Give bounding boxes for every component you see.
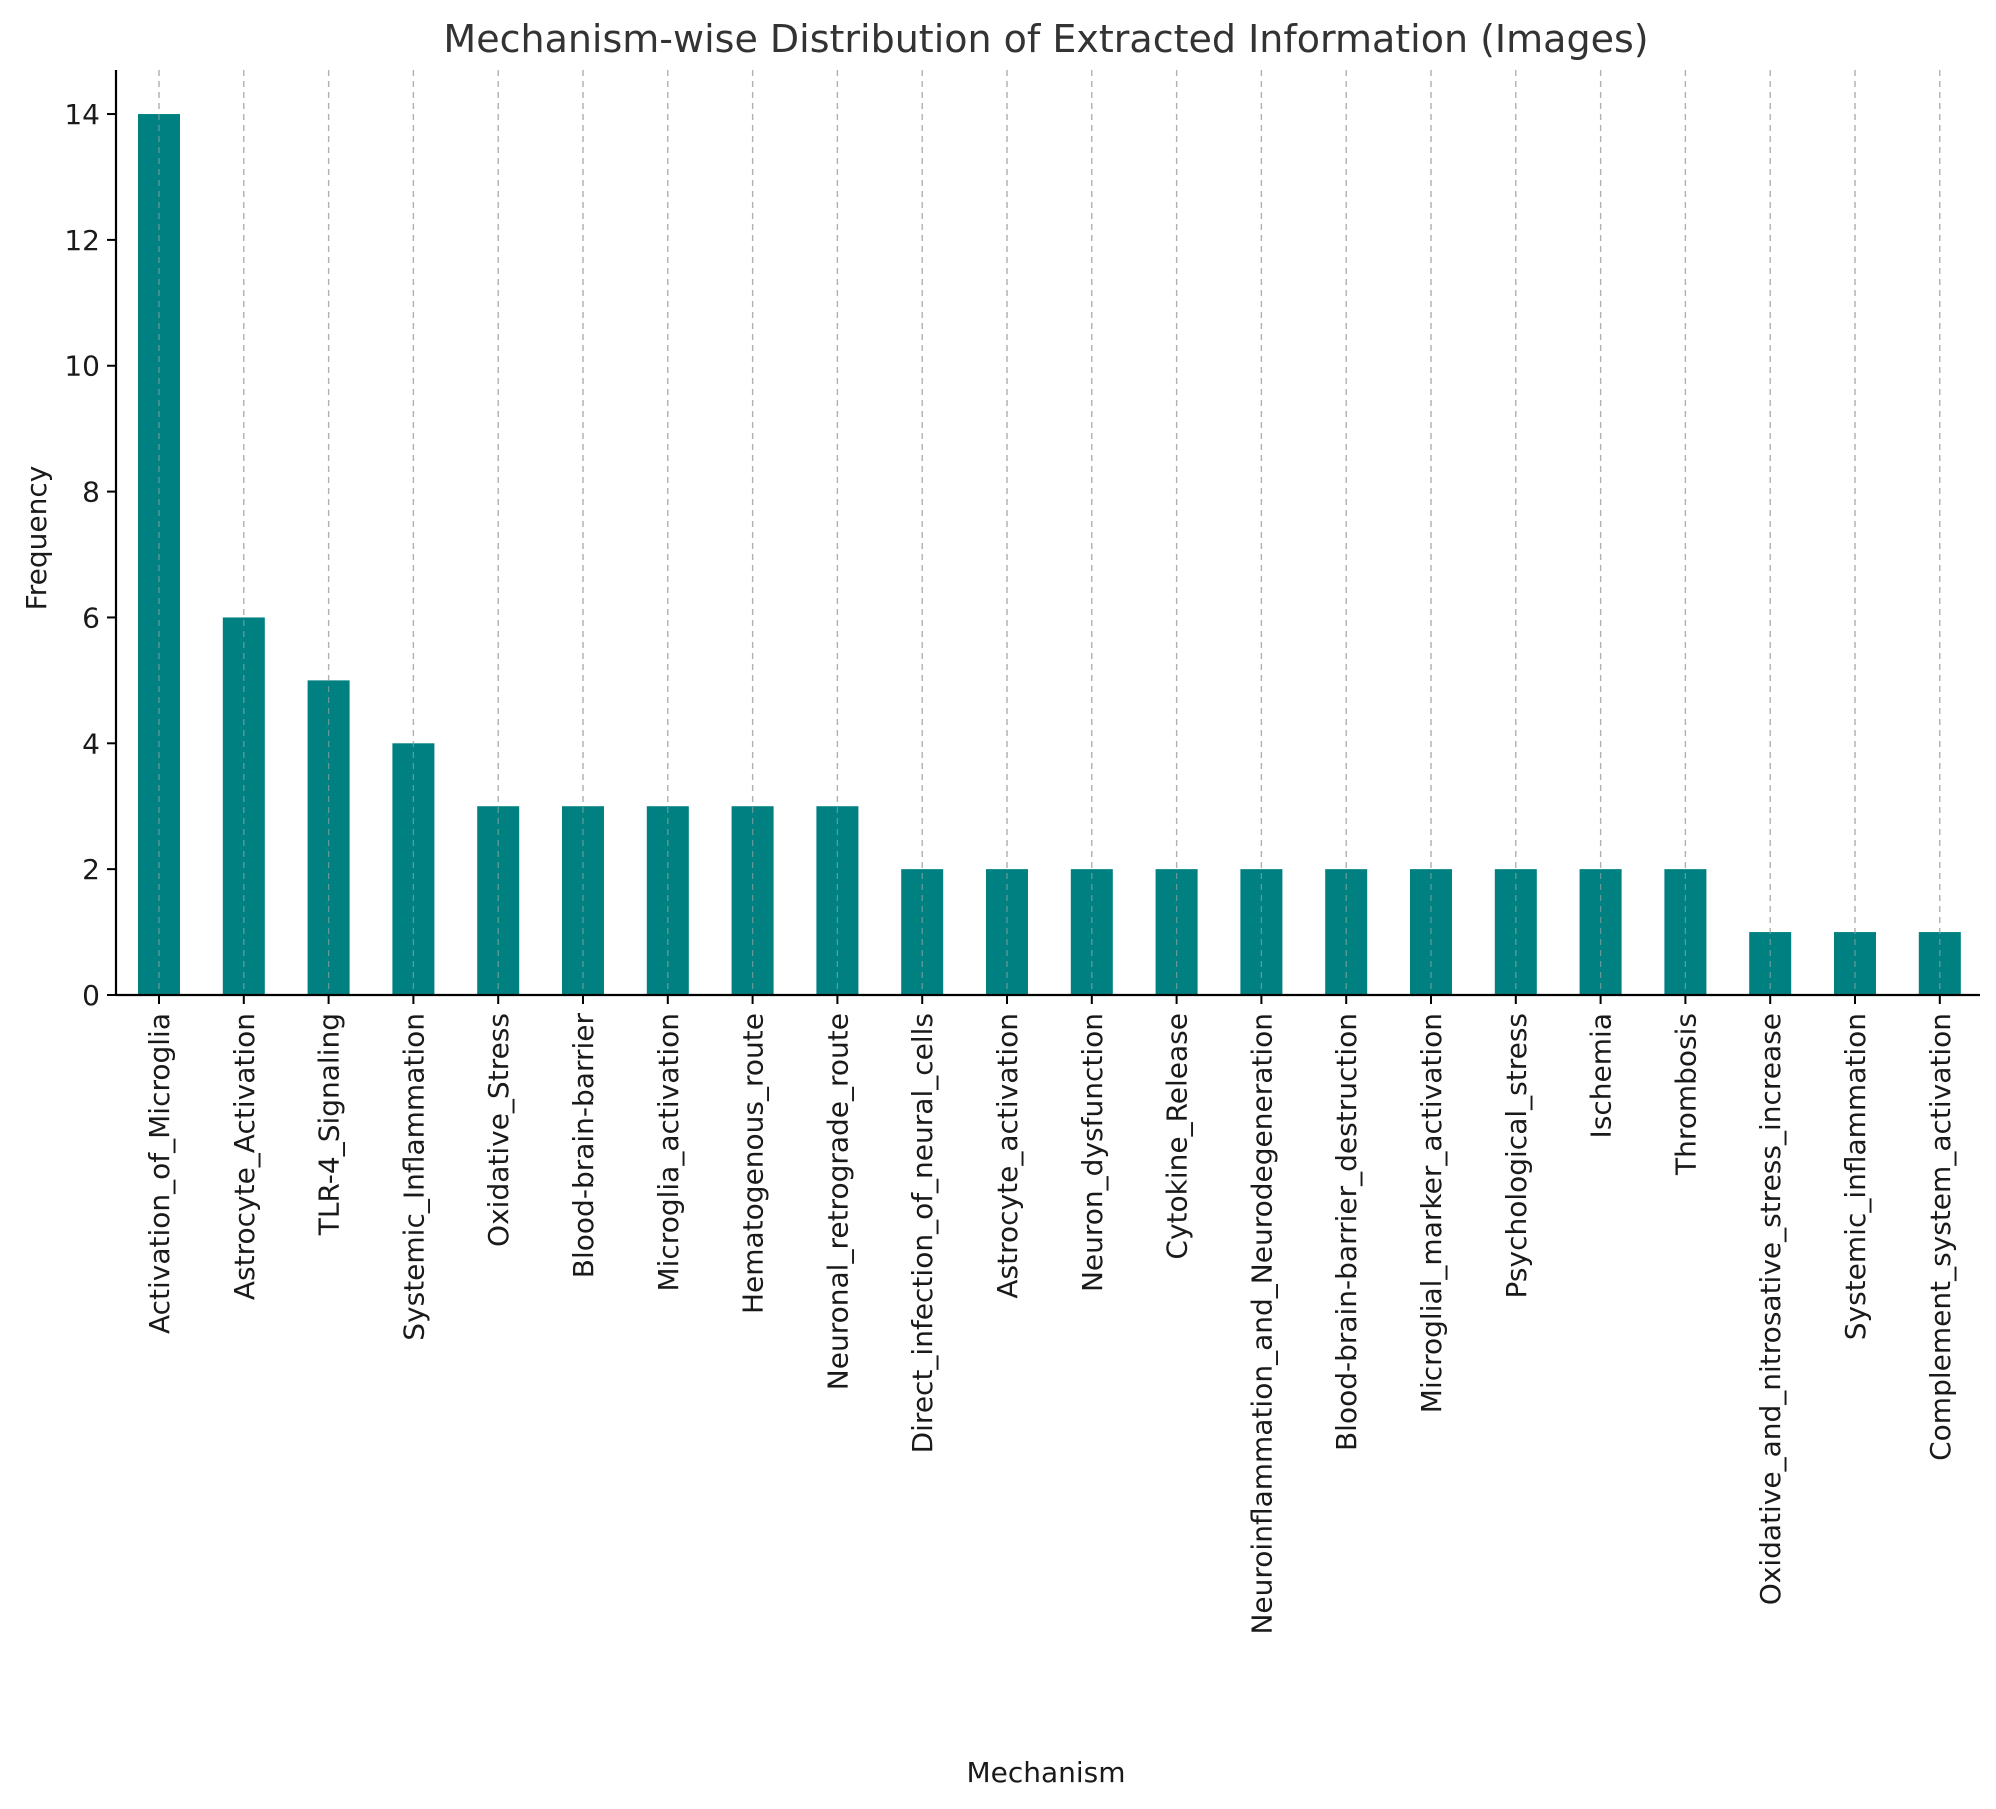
y-tick-label: 6 [82,601,100,634]
x-tick-label: Astrocyte_activation [991,1013,1024,1299]
x-tick-label: Thrombosis [1669,1013,1702,1176]
y-axis-label: Frequency [20,466,53,611]
y-tick-label: 2 [82,853,100,886]
y-tick-label: 0 [82,979,100,1012]
x-tick-label: Direct_infection_of_neural_cells [906,1013,939,1453]
x-tick-label: Cytokine_Release [1161,1013,1194,1260]
x-tick-label: TLR-4_Signaling [313,1013,346,1236]
y-tick-label: 12 [64,224,100,257]
x-axis-label: Mechanism [966,1756,1125,1789]
x-tick-label: Neuroinflammation_and_Neurodegeneration [1245,1013,1278,1635]
x-tick-label: Blood-brain-barrier_destruction [1330,1013,1363,1451]
x-tick-label: Systemic_Inflammation [397,1013,430,1341]
bar [307,680,350,995]
y-tick-label: 14 [64,98,100,131]
x-tick-label: Hematogenous_route [737,1013,770,1314]
y-tick-label: 8 [82,476,100,509]
x-tick-label: Oxidative_Stress [482,1013,515,1247]
x-tick-label: Activation_of_Microglia [143,1013,176,1334]
axes-layer [114,70,1980,997]
x-ticks: Activation_of_Microglia Astrocyte_Activat… [143,995,1957,1635]
x-tick-label: Neuron_dysfunction [1076,1013,1109,1292]
x-tick-label: Ischemia [1585,1013,1618,1138]
x-tick-label: Neuronal_retrograde_route [821,1013,854,1390]
x-tick-label: Microglia_activation [652,1013,685,1292]
bar [392,743,435,995]
bar [222,617,265,995]
x-tick-label: Complement_system_activation [1924,1013,1957,1461]
x-tick-label: Oxidative_and_nitrosative_stress_increas… [1754,1013,1787,1605]
y-tick-label: 10 [64,350,100,383]
x-tick-label: Systemic_inflammation [1839,1013,1872,1340]
x-tick-label: Psychological_stress [1500,1013,1533,1298]
bars-layer [138,70,1961,996]
y-tick-label: 4 [82,727,100,760]
x-tick-label: Microglial_marker_activation [1415,1013,1448,1413]
x-tick-label: Blood-brain-barrier [567,1013,600,1279]
y-ticks: 0 2 4 6 8 10 12 14 [64,98,116,1012]
chart-title: Mechanism-wise Distribution of Extracted… [443,17,1648,61]
x-tick-label: Astrocyte_Activation [228,1013,261,1300]
